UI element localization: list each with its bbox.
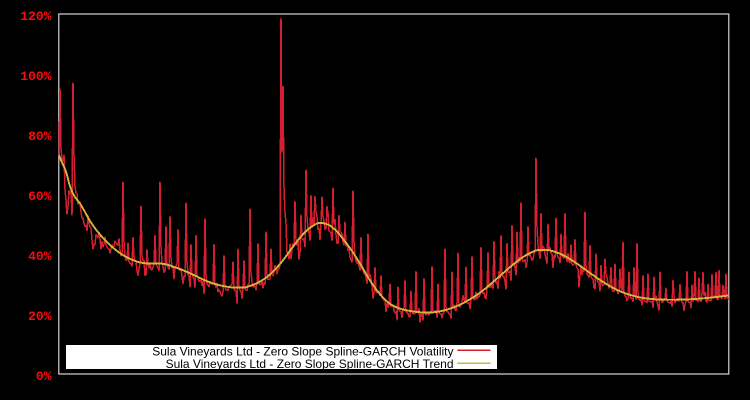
svg-text:60%: 60% xyxy=(28,189,52,204)
svg-text:20%: 20% xyxy=(28,309,52,324)
svg-text:40%: 40% xyxy=(28,249,52,264)
svg-text:Sula Vineyards Ltd - Zero Slop: Sula Vineyards Ltd - Zero Slope Spline-G… xyxy=(166,357,454,371)
svg-text:100%: 100% xyxy=(20,69,51,84)
svg-text:0%: 0% xyxy=(36,369,52,384)
svg-text:120%: 120% xyxy=(20,9,51,24)
svg-text:Sula Vineyards Ltd - Zero Slop: Sula Vineyards Ltd - Zero Slope Spline-G… xyxy=(152,344,453,358)
svg-text:80%: 80% xyxy=(28,129,52,144)
